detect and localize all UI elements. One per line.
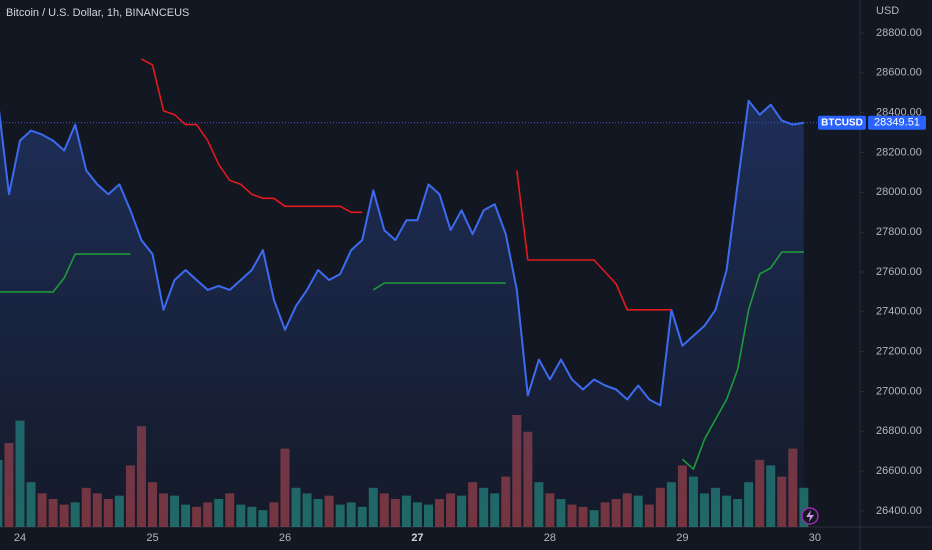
y-tick-label: 27000.00 <box>876 385 922 397</box>
y-tick-label: 27800.00 <box>876 226 922 238</box>
stop-line <box>0 251 804 470</box>
y-tick-label: 27400.00 <box>876 306 922 318</box>
y-tick-label: 26400.00 <box>876 505 922 517</box>
y-tick-label: 27600.00 <box>876 266 922 278</box>
y-tick-label: 26600.00 <box>876 465 922 477</box>
price-label-box <box>868 115 926 130</box>
alert-icon-glyph <box>806 510 814 522</box>
x-tick-label: 27 <box>411 532 423 544</box>
x-tick-label: 29 <box>676 532 688 544</box>
symbol-label-box <box>818 115 866 130</box>
y-tick-label: 28800.00 <box>876 27 922 39</box>
y-tick-label: 26800.00 <box>876 425 922 437</box>
plot-area <box>0 58 860 527</box>
axis-unit: USD <box>876 5 899 17</box>
x-tick-label: 28 <box>544 532 556 544</box>
price-line <box>0 99 804 407</box>
x-tick-label: 26 <box>279 532 291 544</box>
y-tick-label: 28600.00 <box>876 67 922 79</box>
x-tick-label: 30 <box>809 532 821 544</box>
y-tick-label: 28000.00 <box>876 186 922 198</box>
x-tick-label: 24 <box>14 532 26 544</box>
symbol-label: BTCUSD <box>821 117 863 128</box>
x-tick-label: 25 <box>146 532 158 544</box>
chart-title: Bitcoin / U.S. Dollar, 1h, BINANCEUS <box>6 7 189 19</box>
y-tick-label: 27200.00 <box>876 346 922 358</box>
price-label: 28349.51 <box>874 117 920 129</box>
price-area <box>0 100 804 527</box>
y-tick-label: 28200.00 <box>876 146 922 158</box>
stop-line <box>141 58 672 311</box>
y-tick-label: 28400.00 <box>876 107 922 119</box>
volume-bar <box>799 487 809 527</box>
